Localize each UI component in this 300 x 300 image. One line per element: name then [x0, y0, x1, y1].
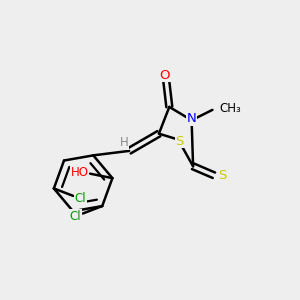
- Text: Cl: Cl: [75, 192, 86, 206]
- Text: Cl: Cl: [70, 210, 81, 223]
- Text: H: H: [119, 136, 128, 149]
- Text: N: N: [187, 112, 196, 125]
- Text: S: S: [176, 135, 184, 148]
- Text: O: O: [160, 69, 170, 82]
- Text: S: S: [218, 169, 226, 182]
- Text: CH₃: CH₃: [220, 102, 242, 115]
- Text: HO: HO: [70, 166, 88, 179]
